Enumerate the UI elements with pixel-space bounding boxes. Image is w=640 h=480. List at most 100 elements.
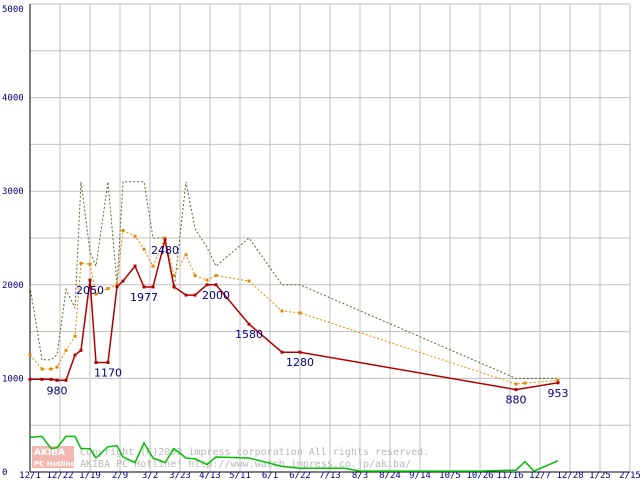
watermark-logo-bottom: PC Hotline! [34, 460, 78, 468]
data-label: 2480 [151, 244, 179, 257]
data-point-min [115, 285, 119, 289]
x-tick-label: 3/2 [142, 471, 158, 480]
y-tick-label: 0 [2, 468, 7, 478]
series-max [29, 181, 558, 379]
data-point-min [247, 322, 251, 326]
x-tick-label: 6/22 [289, 471, 311, 480]
data-point-average [94, 292, 98, 296]
data-point-average [163, 236, 167, 240]
data-point-average [133, 234, 137, 238]
data-label: 953 [548, 387, 569, 400]
data-point-average [172, 273, 176, 277]
data-point-min [556, 381, 560, 385]
data-point-min [49, 377, 53, 381]
data-point-min [151, 285, 155, 289]
x-tick-label: 5/11 [229, 471, 251, 480]
data-point-average [184, 253, 188, 257]
x-tick-label: 2/9 [112, 471, 128, 480]
data-point-average [55, 365, 59, 369]
data-point-average [79, 261, 83, 265]
grid [29, 3, 631, 473]
x-tick-label: 12/1 [19, 471, 41, 480]
x-axis-ticks: 12/1 12/22 1/19 2/9 3/2 3/23 4/13 5/11 6/1 6/22 7/… [19, 471, 640, 480]
series-line-min [30, 239, 559, 391]
data-point-min [106, 360, 110, 364]
data-point-average [40, 367, 44, 371]
watermark-copyright: Copyright (C)2003 impress corporation Al… [80, 447, 429, 458]
data-point-average [121, 229, 125, 233]
y-tick-label: 1000 [2, 374, 24, 384]
x-tick-label: 10/5 [439, 471, 461, 480]
data-label: 980 [47, 384, 68, 397]
data-point-average [556, 378, 560, 382]
data-point-min [214, 283, 218, 287]
x-tick-label: 12/22 [46, 471, 73, 480]
data-point-average [523, 381, 527, 385]
y-axis-ticks: 0 1000 2000 3000 4000 5000 [2, 5, 24, 478]
data-point-average [64, 348, 68, 352]
y-tick-label: 2000 [2, 281, 24, 291]
data-label: 1280 [286, 356, 314, 369]
series-min [28, 238, 560, 392]
data-point-min [280, 350, 284, 354]
x-tick-label: 7/13 [319, 471, 341, 480]
data-point-average [73, 334, 77, 338]
data-point-average [49, 367, 53, 371]
x-tick-label: 12/7 [529, 471, 551, 480]
watermark-url: AKIBA PC Hotline! http://www.watch.impre… [80, 459, 411, 470]
data-point-min [142, 285, 146, 289]
data-label: 1170 [94, 366, 122, 379]
y-tick-label: 5000 [2, 5, 24, 15]
data-point-min [163, 238, 167, 242]
series-line-max [29, 181, 558, 379]
data-point-average [115, 283, 119, 287]
series-count [29, 435, 559, 472]
data-point-min [121, 279, 125, 283]
data-point-average [151, 264, 155, 268]
x-tick-label: 6/1 [262, 471, 278, 480]
y-tick-label: 4000 [2, 94, 24, 104]
watermark-logo [32, 446, 74, 468]
x-tick-label: 1/19 [79, 471, 101, 480]
data-point-average [205, 278, 209, 282]
data-point-average [193, 273, 197, 277]
data-point-min [133, 264, 137, 268]
data-point-average [514, 382, 518, 386]
watermark-logo-top: AKIBA [34, 448, 65, 458]
x-tick-label: 8/24 [379, 471, 401, 480]
x-tick-label: 12/28 [556, 471, 583, 480]
x-tick-label: 9/14 [409, 471, 431, 480]
data-point-min [172, 285, 176, 289]
data-point-average [28, 353, 32, 357]
x-tick-label: 8/3 [352, 471, 368, 480]
data-point-min [205, 283, 209, 287]
data-point-min [193, 293, 197, 297]
data-labels: 980 2050 1170 1977 2480 2000 1580 1280 880 953 [47, 244, 569, 407]
series-line-count [29, 435, 559, 472]
data-label: 2050 [76, 284, 104, 297]
data-point-average [88, 262, 92, 266]
data-label: 2000 [202, 289, 230, 302]
data-point-min [40, 377, 44, 381]
data-point-average [106, 287, 110, 291]
x-tick-label: 1/25 [589, 471, 611, 480]
data-label: 880 [506, 394, 527, 407]
data-point-min [64, 378, 68, 382]
data-point-average [214, 273, 218, 277]
data-point-min [28, 377, 32, 381]
data-point-min [298, 350, 302, 354]
x-tick-label: 2/15 [619, 471, 640, 480]
data-label: 1580 [235, 328, 263, 341]
series-average [28, 229, 560, 386]
data-point-average [142, 247, 146, 251]
x-tick-label: 3/23 [169, 471, 191, 480]
x-tick-label: 4/13 [199, 471, 221, 480]
series [28, 181, 560, 472]
y-tick-label: 3000 [2, 187, 24, 197]
x-tick-label: 11/16 [496, 471, 523, 480]
watermark: AKIBA PC Hotline! Copyright (C)2003 impr… [32, 446, 429, 470]
data-point-average [280, 309, 284, 313]
data-point-min [94, 360, 98, 364]
data-point-min [55, 378, 59, 382]
